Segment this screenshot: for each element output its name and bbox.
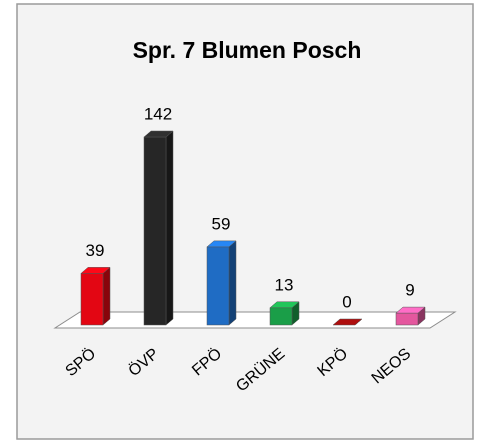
- value-label: 39: [86, 241, 105, 260]
- bar: [143, 136, 167, 326]
- bar-side: [228, 240, 237, 326]
- chart-title: Spr. 7 Blumen Posch: [133, 37, 362, 63]
- value-label: 13: [275, 275, 294, 294]
- value-label: 0: [342, 292, 351, 311]
- value-label: 142: [144, 104, 172, 123]
- bar: [80, 273, 104, 326]
- value-label: 59: [212, 214, 231, 233]
- bar-side: [165, 130, 174, 326]
- bar-top: [332, 318, 363, 326]
- bar-top: [269, 301, 300, 309]
- bar: [206, 246, 230, 326]
- bar-top: [395, 306, 426, 314]
- value-label: 9: [405, 281, 414, 300]
- panel: [16, 3, 474, 440]
- bar-top: [206, 240, 237, 248]
- bar-top: [143, 130, 174, 138]
- floor: [53, 311, 457, 329]
- bar: [395, 312, 419, 326]
- bar-top: [80, 267, 111, 274]
- bar: [269, 307, 293, 326]
- bar-side: [102, 266, 111, 326]
